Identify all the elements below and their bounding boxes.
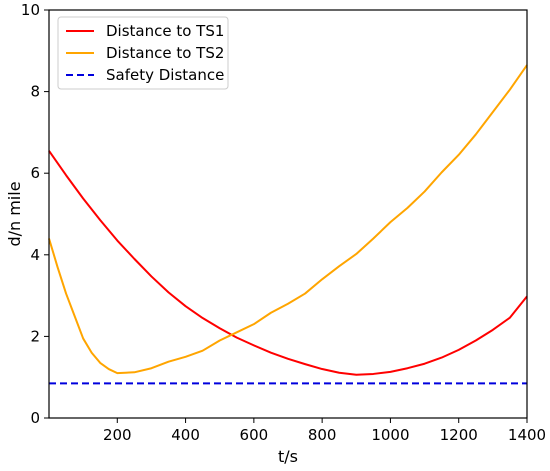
x-tick-label: 1000 [371, 426, 409, 444]
plot-frame [48, 9, 528, 419]
y-tick-label: 10 [21, 1, 40, 19]
x-tick-label: 1400 [508, 426, 546, 444]
y-axis: 0 2 4 6 8 10 [21, 1, 49, 427]
legend-label: Safety Distance [106, 66, 224, 84]
x-tick-label: 800 [308, 426, 337, 444]
y-tick-label: 0 [30, 409, 40, 427]
y-tick-label: 2 [30, 327, 40, 345]
x-tick-label: 200 [103, 426, 132, 444]
legend-box [57, 16, 229, 90]
x-axis: 200 400 600 800 1000 1200 1400 [103, 418, 546, 444]
x-tick-label: 1200 [440, 426, 478, 444]
legend-label: Distance to TS2 [106, 44, 224, 62]
y-axis-label: d/n mile [5, 181, 24, 246]
series-line-distance-to-ts1 [48, 150, 528, 376]
plot-lines [48, 64, 528, 385]
x-tick-label: 400 [171, 426, 200, 444]
series-line-distance-to-ts2 [48, 64, 528, 375]
y-tick-label: 6 [30, 164, 40, 182]
y-tick-label: 4 [30, 246, 40, 264]
x-axis-label: t/s [278, 447, 298, 466]
legend-label: Distance to TS1 [106, 22, 224, 40]
legend: Distance to TS1 Distance to TS2 Safety Dis… [57, 16, 229, 90]
x-tick-label: 600 [240, 426, 269, 444]
y-tick-label: 8 [30, 83, 40, 101]
